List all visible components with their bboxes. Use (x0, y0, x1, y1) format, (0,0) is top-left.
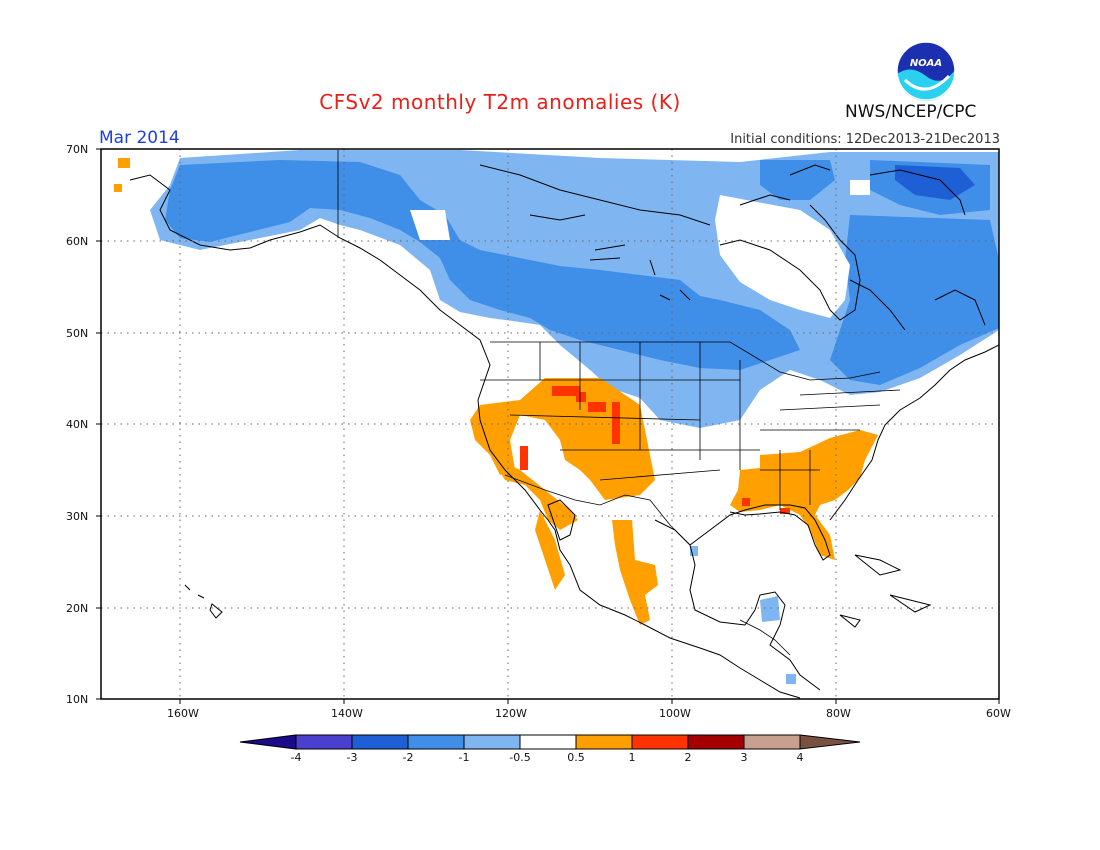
axis-ticks (96, 148, 1000, 704)
colorbar-swatch-9 (743, 734, 801, 750)
neutral-region (410, 180, 870, 318)
colorbar-swatch-lt-4 (239, 734, 297, 750)
colorbar-label: 0.5 (567, 751, 585, 764)
colorbar-swatch-gt-4 (799, 734, 861, 750)
political-borders (337, 150, 901, 656)
lon-label-140w: 140W (331, 707, 363, 720)
colorbar-swatch-5 (519, 734, 577, 750)
colorbar-swatch-3 (407, 734, 465, 750)
colorbar-label: -2 (402, 751, 414, 764)
lon-label-100w: 100W (659, 707, 691, 720)
colorbar-label: 1 (628, 751, 636, 764)
lon-label-60w: 60W (986, 707, 1011, 720)
lon-label-80w: 80W (826, 707, 851, 720)
noaa-logo-icon: NOAA (896, 41, 956, 102)
lon-label-160w: 160W (167, 707, 199, 720)
colorbar-label: 4 (796, 751, 804, 764)
colorbar-swatch-8 (687, 734, 745, 750)
colorbar-label: -4 (290, 751, 302, 764)
colorbar-label: 2 (684, 751, 692, 764)
colorbar-swatch-7 (631, 734, 689, 750)
colorbar-swatch-4 (463, 734, 521, 750)
colorbar-label: -1 (458, 751, 470, 764)
initial-conditions-label: Initial conditions: 12Dec2013-21Dec2013 (730, 132, 1000, 147)
lat-label-20n: 20N (66, 602, 89, 615)
lat-label-50n: 50N (66, 327, 89, 340)
lat-label-60n: 60N (66, 235, 89, 248)
colorbar-label: 3 (740, 751, 748, 764)
colorbar-swatch-2 (351, 734, 409, 750)
colorbar-label: -3 (346, 751, 358, 764)
map-title: CFSv2 monthly T2m anomalies (K) (319, 90, 681, 114)
lat-label-30n: 30N (66, 510, 89, 523)
lat-label-40n: 40N (66, 418, 89, 431)
lat-label-10n: 10N (66, 693, 89, 706)
colorbar-swatch-6 (575, 734, 633, 750)
lat-label-70n: 70N (66, 143, 89, 156)
map-gridlines (101, 149, 999, 699)
warm-anomaly-strong (520, 386, 790, 514)
forecast-month-label: Mar 2014 (99, 128, 180, 148)
colorbar-label: -0.5 (509, 751, 531, 764)
warm-anomaly-region (470, 378, 878, 625)
svg-text:NOAA: NOAA (910, 58, 942, 69)
coastlines (129, 164, 999, 699)
lon-label-120w: 120W (495, 707, 527, 720)
colorbar-swatch-1 (295, 734, 353, 750)
agency-label: NWS/NCEP/CPC (845, 102, 977, 122)
